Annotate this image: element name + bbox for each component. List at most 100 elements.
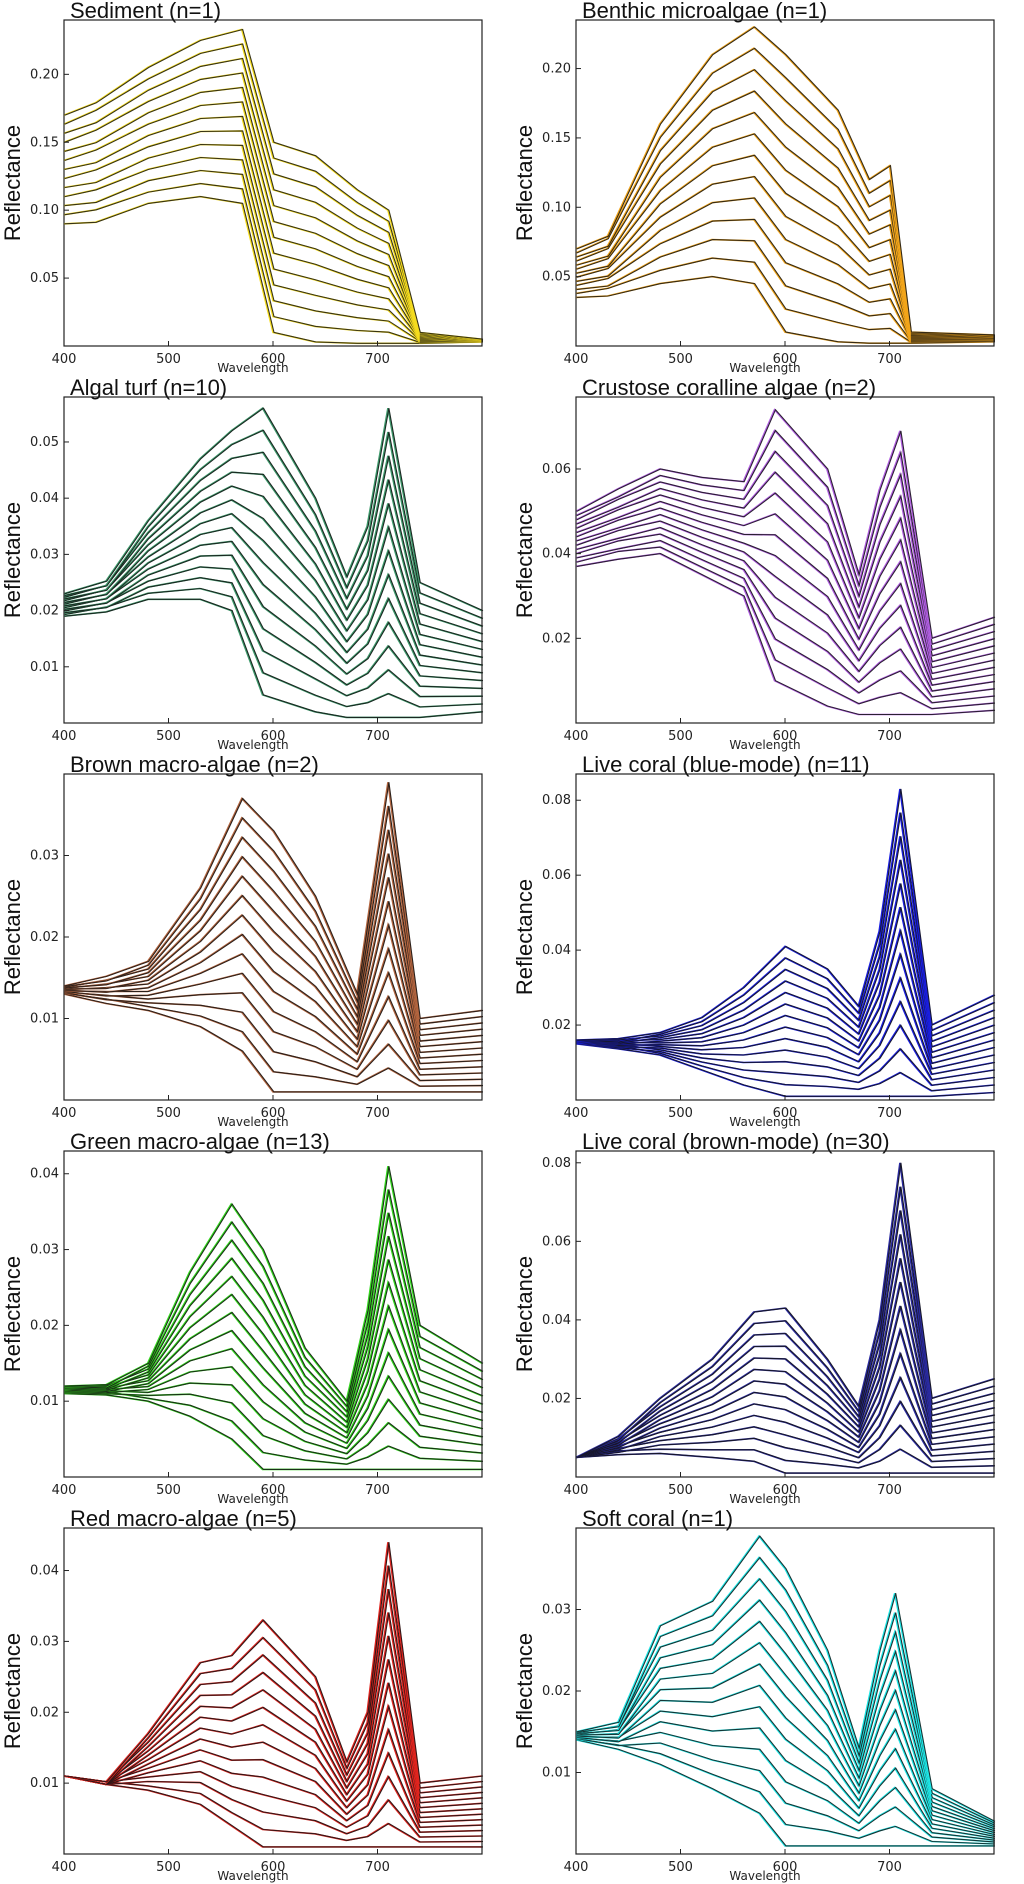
series-line: [575, 197, 994, 341]
series-line-dark: [576, 1706, 996, 1837]
series-line: [575, 1641, 995, 1832]
x-tick-label: 700: [877, 1860, 902, 1875]
series-line-dark: [576, 500, 996, 669]
x-tick-label: 700: [365, 1860, 390, 1875]
series-line: [575, 132, 995, 339]
series-line-dark: [64, 72, 484, 341]
series-line-dark: [576, 26, 996, 336]
x-tick-label: 500: [156, 1860, 181, 1875]
y-tick-label: 0.06: [542, 1234, 571, 1249]
y-tick-label: 0.04: [30, 1564, 59, 1579]
x-tick-label: 500: [156, 352, 181, 367]
series-line-dark: [64, 1775, 484, 1838]
chart-svg-coral-blue: Live coral (blue-mode) (n=11) Reflectance…: [512, 752, 996, 1129]
x-tick-label: 400: [564, 352, 589, 367]
series-line-dark: [576, 1305, 996, 1458]
series-line-dark: [576, 1739, 995, 1847]
series-line-dark: [64, 953, 484, 1065]
series-line-dark: [576, 1641, 996, 1832]
series-line: [63, 451, 483, 627]
chart-svg-green-macro: Green macro-algae (n=13) Reflectance 400 50…: [0, 1129, 484, 1506]
series-line: [63, 1635, 483, 1804]
chart-title: Live coral (brown-mode) (n=30): [582, 1129, 890, 1154]
series-line-dark: [64, 829, 484, 1031]
x-axis-label: Wavelength: [217, 738, 288, 752]
series-line: [63, 1612, 483, 1799]
series-line-dark: [64, 1771, 484, 1833]
y-tick-label: 0.03: [30, 849, 59, 864]
x-tick-label: 500: [156, 729, 181, 744]
x-tick-label: 500: [156, 1106, 181, 1121]
series-line-dark: [64, 1775, 483, 1848]
series-line-dark: [576, 408, 996, 640]
series-line-dark: [576, 1663, 996, 1834]
series-line-dark: [64, 130, 484, 342]
series-line-dark: [576, 1327, 996, 1458]
series-line-dark: [576, 540, 996, 704]
y-tick-label: 0.06: [542, 462, 571, 477]
x-tick-label: 700: [877, 729, 902, 744]
series-line: [575, 1210, 995, 1459]
y-axis-label: Reflectance: [0, 1256, 25, 1372]
x-tick-label: 400: [564, 1483, 589, 1498]
series-line: [575, 1598, 995, 1828]
series-line-dark: [576, 47, 996, 337]
series-line-dark: [576, 533, 996, 698]
y-tick-label: 0.04: [542, 547, 571, 562]
series-line-dark: [64, 875, 484, 1042]
series-line-dark: [64, 566, 484, 689]
series-line: [63, 429, 483, 620]
series-line: [63, 1659, 483, 1809]
series-line-dark: [64, 598, 484, 718]
series-line-dark: [64, 1635, 484, 1804]
series-line-dark: [64, 914, 484, 1053]
x-tick-label: 700: [365, 1483, 390, 1498]
series-line: [63, 485, 483, 643]
series-line-dark: [64, 587, 484, 708]
series-line: [575, 1186, 995, 1459]
plot-frame: [575, 19, 995, 347]
y-tick-label: 0.01: [30, 1394, 59, 1409]
x-tick-label: 400: [52, 352, 77, 367]
series-line-dark: [64, 1542, 484, 1784]
series-line-dark: [576, 1452, 995, 1474]
x-tick-label: 500: [668, 1483, 693, 1498]
y-tick-label: 0.06: [542, 868, 571, 883]
series-line-dark: [576, 1376, 996, 1458]
series-line-dark: [64, 1659, 484, 1809]
chart-title: Live coral (blue-mode) (n=11): [582, 752, 870, 777]
series-line-dark: [576, 69, 996, 337]
series-line-dark: [576, 976, 996, 1070]
y-tick-label: 0.04: [30, 491, 59, 506]
series-line-dark: [64, 485, 484, 643]
series-line-dark: [64, 451, 484, 627]
y-tick-label: 0.02: [542, 1018, 571, 1033]
series-line-dark: [64, 853, 484, 1036]
x-tick-label: 400: [564, 1106, 589, 1121]
y-tick-label: 0.03: [30, 1243, 59, 1258]
series-line-dark: [64, 57, 484, 341]
series-line-dark: [576, 553, 996, 716]
series-line-dark: [576, 276, 996, 344]
x-axis-label: Wavelength: [729, 1492, 800, 1506]
y-axis-label: Reflectance: [512, 1256, 537, 1372]
series-line: [575, 90, 995, 338]
series-line-dark: [64, 1727, 484, 1823]
series-line-dark: [576, 812, 996, 1043]
x-tick-label: 600: [773, 1860, 798, 1875]
x-axis-label: Wavelength: [729, 1869, 800, 1883]
series-line-dark: [576, 1556, 996, 1824]
series-line: [575, 1448, 995, 1469]
series-line: [575, 47, 995, 337]
series-line: [63, 540, 483, 674]
series-line-dark: [576, 1738, 996, 1843]
x-tick-label: 500: [156, 1483, 181, 1498]
series-line: [63, 499, 483, 651]
y-tick-label: 0.08: [542, 793, 571, 808]
chart-svg-cca: Crustose coralline algae (n=2) Reflectanc…: [512, 375, 996, 752]
series-line-dark: [576, 218, 996, 342]
series-line-dark: [576, 928, 996, 1059]
x-tick-label: 600: [261, 729, 286, 744]
y-tick-label: 0.05: [30, 271, 59, 286]
